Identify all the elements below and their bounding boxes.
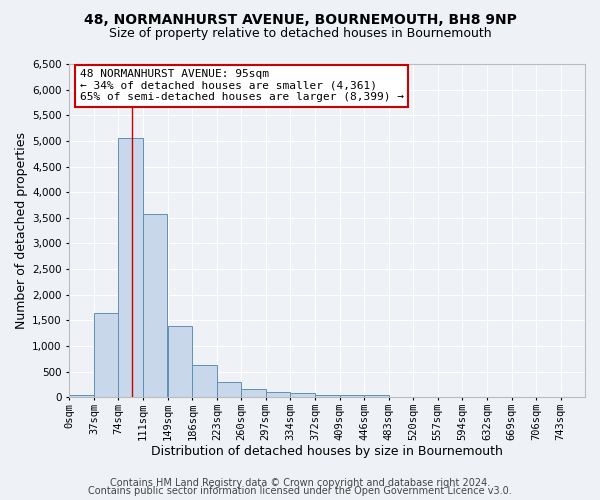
Bar <box>70 394 94 398</box>
Bar <box>241 390 266 398</box>
Bar <box>316 394 340 398</box>
Text: 48 NORMANHURST AVENUE: 95sqm
← 34% of detached houses are smaller (4,361)
65% of: 48 NORMANHURST AVENUE: 95sqm ← 34% of de… <box>80 69 404 102</box>
Bar <box>340 396 364 398</box>
Bar <box>266 392 290 398</box>
Text: Contains HM Land Registry data © Crown copyright and database right 2024.: Contains HM Land Registry data © Crown c… <box>110 478 490 488</box>
Bar <box>118 138 143 398</box>
Bar <box>290 394 314 398</box>
Bar <box>217 382 241 398</box>
Text: Contains public sector information licensed under the Open Government Licence v3: Contains public sector information licen… <box>88 486 512 496</box>
Bar <box>94 312 118 398</box>
Y-axis label: Number of detached properties: Number of detached properties <box>15 132 28 329</box>
Bar <box>143 214 167 398</box>
Bar <box>364 395 389 398</box>
Bar <box>168 326 193 398</box>
Bar <box>193 366 217 398</box>
X-axis label: Distribution of detached houses by size in Bournemouth: Distribution of detached houses by size … <box>151 444 503 458</box>
Text: 48, NORMANHURST AVENUE, BOURNEMOUTH, BH8 9NP: 48, NORMANHURST AVENUE, BOURNEMOUTH, BH8… <box>83 12 517 26</box>
Text: Size of property relative to detached houses in Bournemouth: Size of property relative to detached ho… <box>109 28 491 40</box>
